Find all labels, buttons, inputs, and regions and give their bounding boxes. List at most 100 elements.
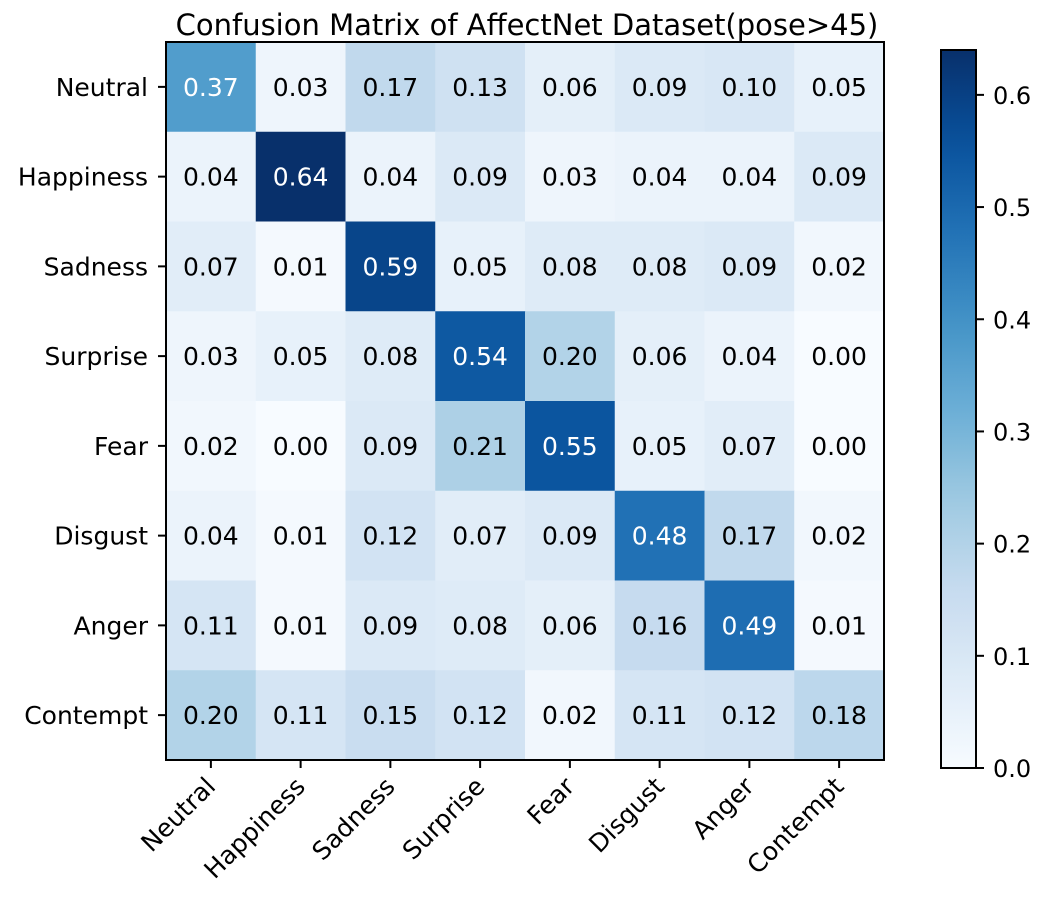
cell-value-label: 0.04 <box>363 163 419 192</box>
cell-value-label: 0.16 <box>632 611 688 640</box>
heatmap-cell-contempt-sadness <box>345 670 436 761</box>
cell-value-label: 0.05 <box>811 73 867 102</box>
cell-value-label: 0.05 <box>632 432 688 461</box>
heatmap-cell-anger-fear <box>525 580 616 671</box>
heatmap-cell-surprise-contempt <box>794 311 885 402</box>
x-tick-label: Anger <box>686 771 760 845</box>
heatmap-cell-fear-contempt <box>794 401 885 492</box>
colorbar-tick-label: 0.6 <box>993 82 1031 110</box>
cell-value-label: 0.08 <box>542 252 598 281</box>
x-tick-label: Contempt <box>741 772 849 880</box>
cell-value-label: 0.03 <box>183 342 239 371</box>
cell-value-label: 0.08 <box>452 611 508 640</box>
y-tick-label: Surprise <box>45 342 149 371</box>
colorbar: 0.0 0.1 0.2 0.3 0.4 0.5 0.6 <box>940 49 1031 783</box>
heatmap-cell-anger-happiness <box>255 580 347 671</box>
heatmap-cell-fear-sadness <box>345 401 436 492</box>
cell-value-label: 0.20 <box>183 701 239 730</box>
heatmap-cell-contempt-surprise <box>435 670 526 761</box>
heatmap-cell-fear-disgust <box>614 401 706 492</box>
colorbar-tick-label: 0.2 <box>993 531 1031 559</box>
heatmap-cell-happiness-anger <box>704 131 795 223</box>
cell-value-label: 0.17 <box>363 73 419 102</box>
colorbar-gradient <box>941 50 976 768</box>
cell-value-label: 0.48 <box>632 522 688 551</box>
heatmap-value-labels: 0.37 0.03 0.17 0.13 0.06 0.09 0.10 0.05 0.04 0.64… <box>183 73 867 730</box>
cell-value-label: 0.00 <box>811 342 867 371</box>
heatmap-cell-happiness-sadness <box>345 131 436 223</box>
heatmap-cell-anger-surprise <box>435 580 526 671</box>
x-tick-label: Disgust <box>583 772 670 859</box>
heatmap-cell-contempt-happiness <box>255 670 347 761</box>
heatmap-cell-fear-neutral <box>166 401 257 492</box>
heatmap-cell-sadness-disgust <box>614 221 706 312</box>
cell-value-label: 0.11 <box>632 701 688 730</box>
cell-value-label: 0.04 <box>183 163 239 192</box>
y-axis: Neutral Happiness Sadness Surprise Fear Disgu… <box>18 73 166 730</box>
cell-value-label: 0.15 <box>363 701 419 730</box>
heatmap-cell-contempt-contempt <box>794 670 885 761</box>
heatmap-cell-contempt-neutral <box>166 670 257 761</box>
y-tick-label: Neutral <box>56 73 148 102</box>
heatmap-cell-happiness-happiness <box>255 131 347 223</box>
heatmap-cell-happiness-disgust <box>614 131 706 223</box>
y-tick-label: Happiness <box>18 163 148 192</box>
heatmap-cells <box>166 42 885 761</box>
heatmap-cell-neutral-fear <box>525 42 616 133</box>
heatmap-cell-happiness-contempt <box>794 131 885 223</box>
cell-value-label: 0.05 <box>452 252 508 281</box>
heatmap-cell-disgust-sadness <box>345 490 436 582</box>
y-tick-label: Contempt <box>24 701 148 730</box>
cell-value-label: 0.20 <box>542 342 598 371</box>
chart-title: Confusion Matrix of AffectNet Dataset(po… <box>176 8 879 42</box>
heatmap-cell-happiness-fear <box>525 131 616 223</box>
cell-value-label: 0.59 <box>363 252 419 281</box>
heatmap-cell-neutral-contempt <box>794 42 885 133</box>
cell-value-label: 0.07 <box>183 252 239 281</box>
heatmap-cell-disgust-fear <box>525 490 616 582</box>
heatmap-cell-surprise-surprise <box>435 311 526 402</box>
heatmap-cell-sadness-contempt <box>794 221 885 312</box>
heatmap-cell-disgust-happiness <box>255 490 347 582</box>
heatmap-cell-neutral-neutral <box>166 42 257 133</box>
cell-value-label: 0.12 <box>363 522 419 551</box>
y-tick-label: Sadness <box>44 252 148 281</box>
cell-value-label: 0.08 <box>363 342 419 371</box>
cell-value-label: 0.09 <box>722 252 778 281</box>
colorbar-tick-label: 0.3 <box>993 418 1031 446</box>
heatmap-cell-surprise-happiness <box>255 311 347 402</box>
cell-value-label: 0.13 <box>452 73 508 102</box>
heatmap-cell-anger-contempt <box>794 580 885 671</box>
heatmap-cell-sadness-happiness <box>255 221 347 312</box>
heatmap-cell-sadness-fear <box>525 221 616 312</box>
cell-value-label: 0.11 <box>273 701 329 730</box>
heatmap-cell-contempt-anger <box>704 670 795 761</box>
heatmap-cell-surprise-anger <box>704 311 795 402</box>
cell-value-label: 0.09 <box>363 611 419 640</box>
y-tick-label: Fear <box>94 432 149 461</box>
heatmap-cell-fear-anger <box>704 401 795 492</box>
heatmap-cell-disgust-contempt <box>794 490 885 582</box>
cell-value-label: 0.49 <box>722 611 778 640</box>
cell-value-label: 0.21 <box>452 432 508 461</box>
cell-value-label: 0.02 <box>811 252 867 281</box>
heatmap-cell-happiness-neutral <box>166 131 257 223</box>
heatmap-cell-sadness-anger <box>704 221 795 312</box>
heatmap-cell-contempt-disgust <box>614 670 706 761</box>
cell-value-label: 0.04 <box>722 163 778 192</box>
colorbar-tick-label: 0.5 <box>993 194 1031 222</box>
cell-value-label: 0.01 <box>273 611 329 640</box>
cell-value-label: 0.04 <box>632 163 688 192</box>
cell-value-label: 0.07 <box>452 522 508 551</box>
cell-value-label: 0.06 <box>632 342 688 371</box>
heatmap-cell-disgust-neutral <box>166 490 257 582</box>
cell-value-label: 0.09 <box>452 163 508 192</box>
cell-value-label: 0.09 <box>363 432 419 461</box>
cell-value-label: 0.03 <box>542 163 598 192</box>
cell-value-label: 0.09 <box>632 73 688 102</box>
cell-value-label: 0.54 <box>452 342 508 371</box>
heatmap-cell-surprise-fear <box>525 311 616 402</box>
heatmap-cell-sadness-sadness <box>345 221 436 312</box>
cell-value-label: 0.37 <box>183 73 239 102</box>
